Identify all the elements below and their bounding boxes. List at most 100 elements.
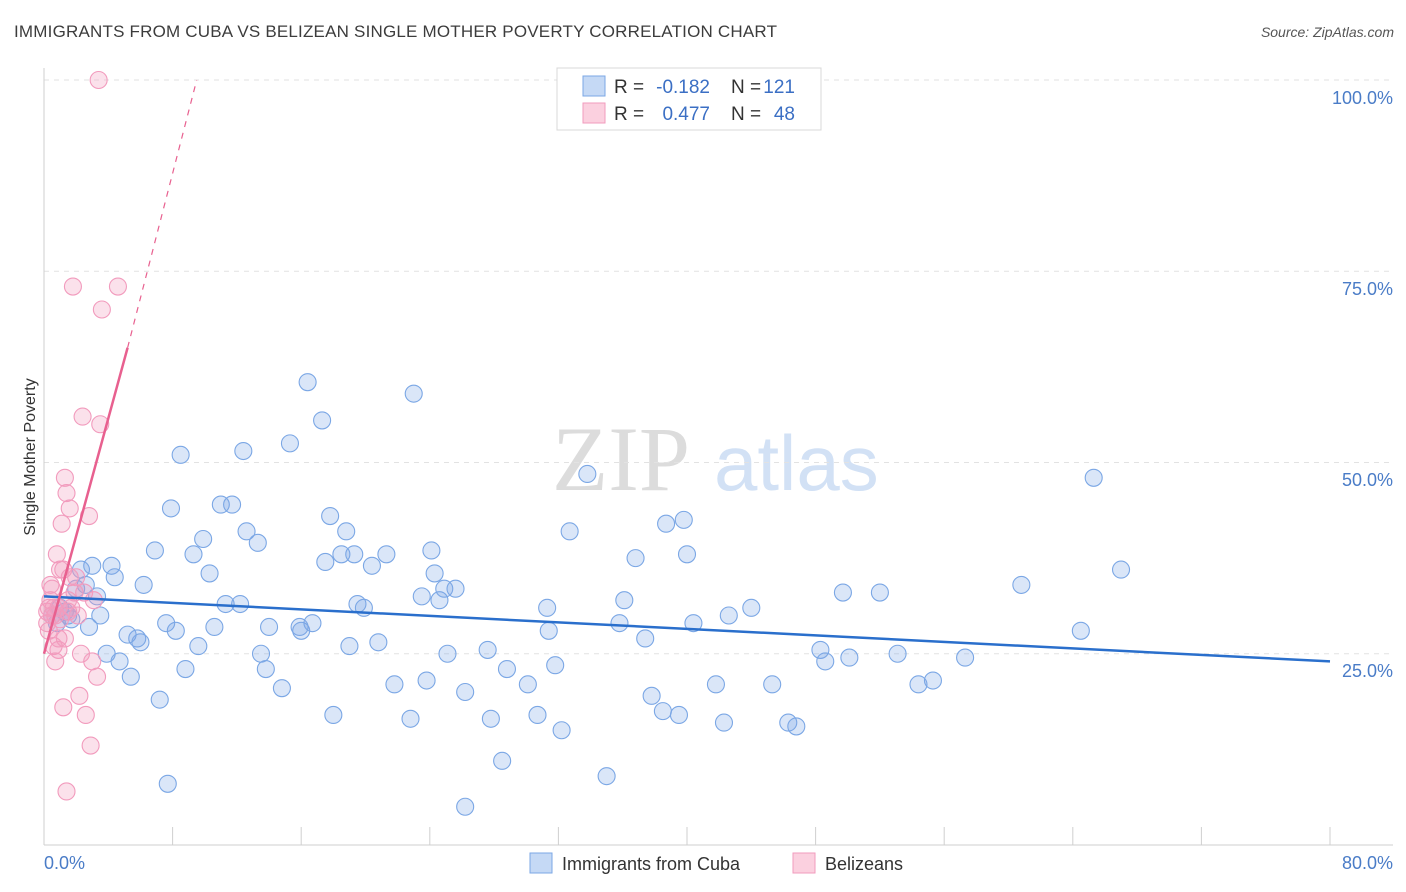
cuba-point-29: [176, 659, 195, 679]
cuba-point-40: [237, 522, 256, 541]
cuba-point-75: [456, 682, 475, 702]
series-belize-points: [38, 70, 127, 801]
stats-legend: R = -0.182 N = 121 R = 0.477 N = 48: [556, 67, 822, 131]
cuba-point-37: [223, 495, 242, 514]
stats-n-value-belize: 48: [774, 104, 795, 125]
cuba-point-30: [184, 545, 203, 564]
cuba-point-67: [412, 587, 431, 606]
belize-point-26: [73, 407, 92, 426]
belize-point-44: [41, 575, 60, 594]
cuba-point-84: [539, 621, 558, 640]
cuba-point-24: [157, 614, 176, 633]
trendline-cuba: [43, 595, 1331, 663]
belize-point-11: [52, 514, 71, 533]
cuba-point-26: [161, 499, 181, 518]
cuba-point-88: [578, 464, 597, 484]
cuba-point-52: [316, 552, 335, 572]
stats-n-label-belize: N =: [731, 104, 761, 125]
cuba-point-54: [324, 705, 343, 725]
cuba-point-14: [102, 556, 121, 575]
stats-n-value-cuba: 121: [763, 77, 795, 98]
cuba-point-64: [385, 675, 404, 694]
legend-swatch-cuba: [529, 852, 553, 874]
cuba-point-92: [626, 549, 645, 568]
cuba-point-46: [280, 434, 299, 453]
cuba-point-82: [528, 705, 547, 725]
gridlines: [44, 79, 1393, 655]
cuba-point-114: [909, 675, 928, 694]
cuba-point-66: [404, 384, 423, 403]
cuba-point-89: [597, 767, 616, 786]
cuba-point-80: [497, 659, 517, 679]
belize-point-27: [75, 583, 94, 602]
cuba-point-9: [79, 617, 99, 637]
belize-point-33: [87, 667, 107, 686]
cuba-point-42: [251, 644, 271, 663]
cuba-point-105: [763, 675, 782, 694]
cuba-point-38: [231, 594, 250, 614]
cuba-point-71: [430, 591, 449, 610]
cuba-point-62: [369, 633, 388, 652]
cuba-point-87: [560, 522, 579, 541]
cuba-point-50: [303, 614, 322, 633]
cuba-point-55: [332, 545, 351, 564]
legend-label-cuba: Immigrants from Cuba: [562, 854, 741, 874]
belize-point-41: [49, 640, 68, 659]
cuba-point-23: [150, 690, 169, 709]
y-tick-label-75: 75.0%: [1342, 279, 1393, 299]
belize-point-14: [55, 468, 74, 487]
belize-point-20: [63, 277, 82, 296]
source-label: Source: ZipAtlas.com: [1260, 24, 1394, 40]
cuba-point-74: [446, 579, 465, 598]
cuba-point-16: [110, 652, 129, 671]
y-tick-label-100: 100.0%: [1332, 88, 1393, 108]
watermark-zip: ZIP: [552, 408, 690, 510]
y-axis-title: Single Mother Poverty: [22, 378, 39, 535]
belize-point-23: [68, 606, 87, 625]
cuba-point-21: [134, 575, 153, 594]
cuba-point-20: [131, 633, 150, 652]
cuba-point-53: [321, 506, 340, 526]
cuba-point-108: [811, 640, 830, 659]
cuba-point-107: [787, 717, 806, 736]
cuba-point-63: [377, 545, 396, 564]
cuba-point-39: [234, 441, 253, 461]
y-tick-label-50: 50.0%: [1342, 470, 1393, 490]
cuba-point-12: [91, 606, 110, 625]
belize-point-28: [76, 705, 95, 725]
cuba-point-78: [481, 709, 500, 728]
belize-point-17: [60, 499, 79, 518]
cuba-point-90: [610, 614, 629, 633]
cuba-point-110: [833, 583, 852, 602]
cuba-point-91: [615, 591, 634, 610]
cuba-point-86: [552, 721, 571, 740]
cuba-point-22: [145, 541, 164, 560]
cuba-point-117: [1012, 575, 1031, 594]
belize-point-43: [59, 591, 78, 610]
cuba-point-18: [121, 667, 140, 686]
chart-title: IMMIGRANTS FROM CUBA VS BELIZEAN SINGLE …: [14, 22, 778, 41]
cuba-point-100: [684, 614, 703, 633]
cuba-point-32: [194, 529, 213, 549]
stats-legend-swatch-cuba: [582, 75, 606, 97]
cuba-point-33: [200, 564, 219, 583]
cuba-point-116: [956, 648, 975, 667]
cuba-point-49: [298, 373, 317, 392]
cuba-point-15: [105, 568, 124, 587]
cuba-point-28: [171, 445, 190, 464]
cuba-point-58: [345, 545, 364, 564]
cuba-point-77: [478, 640, 497, 659]
stats-legend-swatch-belize: [582, 102, 606, 124]
cuba-point-109: [816, 652, 835, 671]
belize-point-30: [81, 736, 100, 755]
belize-point-38: [57, 782, 76, 801]
cuba-point-61: [362, 556, 381, 575]
cuba-point-68: [417, 671, 436, 690]
cuba-point-31: [189, 637, 208, 656]
cuba-point-27: [166, 621, 185, 640]
stats-r-value-belize: 0.477: [662, 104, 710, 125]
cuba-point-95: [653, 702, 672, 721]
belize-point-37: [108, 277, 127, 296]
stats-r-label-belize: R =: [614, 104, 644, 125]
cuba-point-103: [719, 606, 738, 625]
